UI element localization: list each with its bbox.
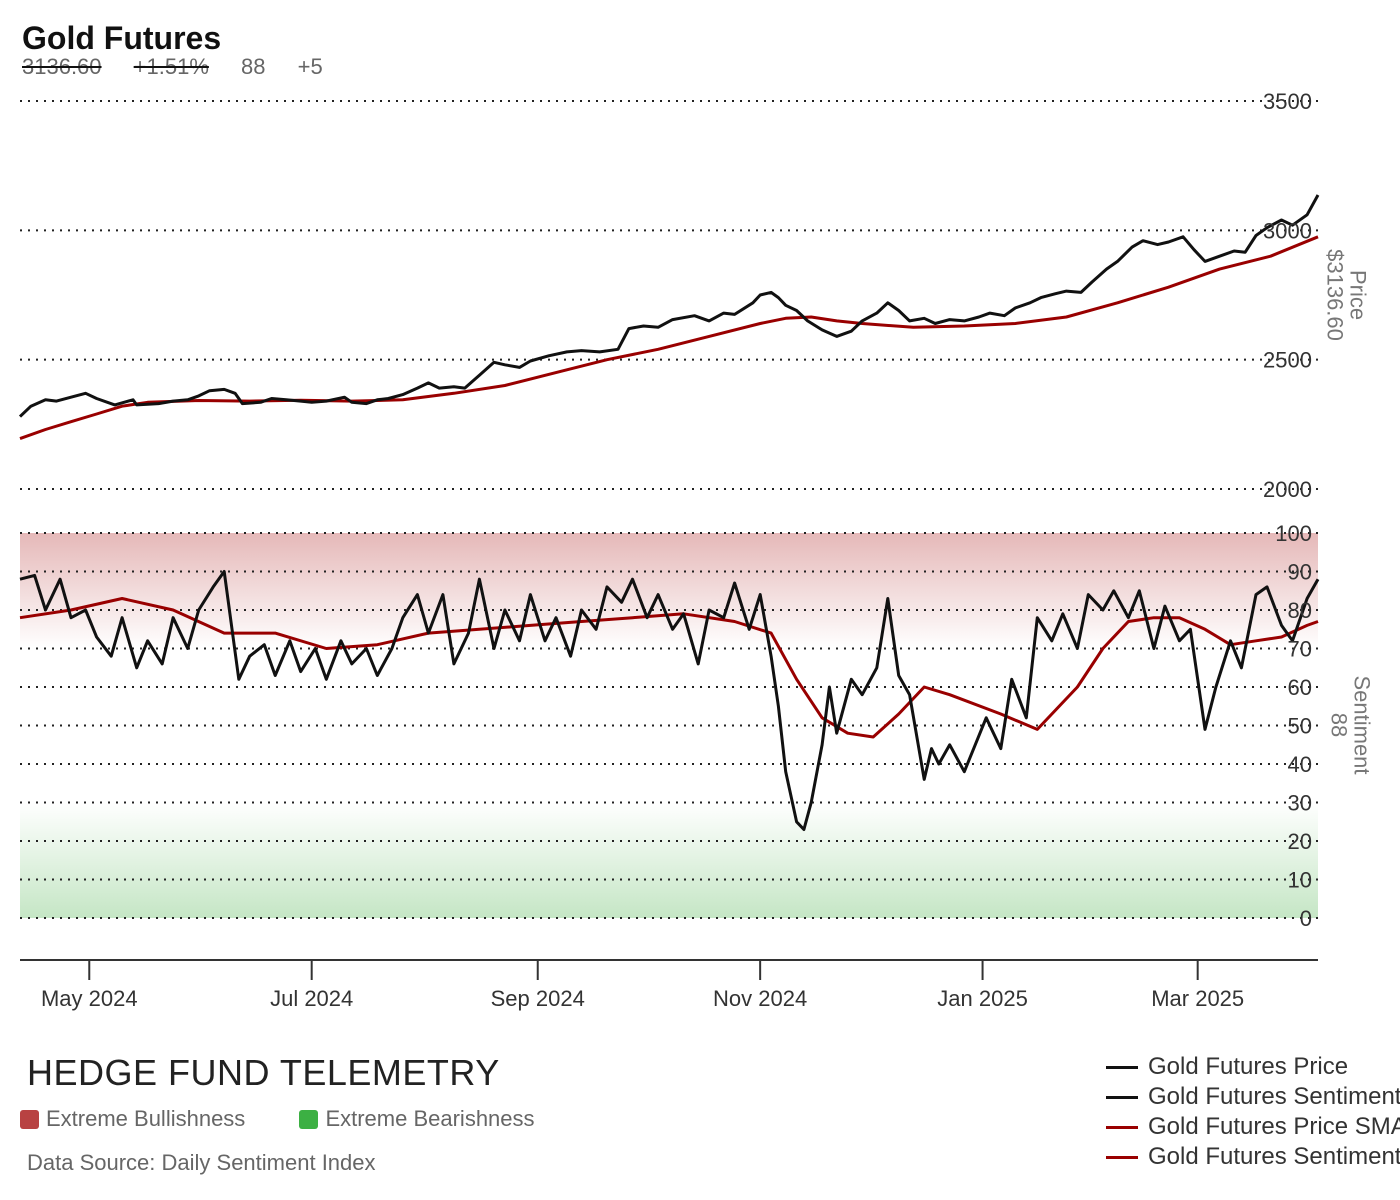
bullish-swatch [20, 1109, 39, 1129]
legend-label: Gold Futures Sentiment [1148, 1083, 1400, 1110]
band-bearish [20, 802, 1318, 918]
y-tick-label: 10 [1288, 868, 1312, 893]
y-tick-label: 20 [1288, 829, 1312, 854]
x-tick-label: Jan 2025 [937, 986, 1028, 1011]
legend-item[interactable]: Gold Futures Price SMA [1106, 1112, 1400, 1142]
band-legend-bearish: Extreme Bearishness [299, 1106, 535, 1132]
y-tick-label: 0 [1300, 906, 1312, 931]
y-tick-label: 50 [1288, 714, 1312, 739]
legend-line-icon [1106, 1155, 1138, 1159]
x-tick-label: Jul 2024 [270, 986, 353, 1011]
y-tick-label: 70 [1288, 637, 1312, 662]
y-tick-label: 100 [1275, 521, 1312, 546]
legend-label: Gold Futures Sentiment SMA [1148, 1143, 1400, 1170]
legend-item[interactable]: Gold Futures Sentiment SMA [1106, 1142, 1400, 1172]
price-change: +1.51% [133, 54, 209, 79]
x-tick-label: Nov 2024 [713, 986, 807, 1011]
legend-label: Gold Futures Price [1148, 1053, 1349, 1080]
bearish-swatch [299, 1109, 319, 1129]
legend-item[interactable]: Gold Futures Sentiment [1106, 1082, 1400, 1112]
band-legend-bullish: Extreme Bullishness [20, 1106, 245, 1132]
band-legend: Extreme Bullishness Extreme Bearishness [20, 1106, 583, 1135]
y-axis-label: Sentiment88 [1326, 675, 1374, 774]
legend-line-icon [1106, 1125, 1138, 1129]
band-legend-bearish-label: Extreme Bearishness [325, 1106, 535, 1131]
y-tick-label: 60 [1288, 675, 1312, 700]
y-tick-label: 3000 [1263, 218, 1312, 243]
brand-name: HEDGE FUND TELEMETRY [27, 1052, 500, 1093]
series-legend: Gold Futures Price Gold Futures Sentiment… [1106, 1052, 1400, 1172]
legend-item[interactable]: Gold Futures Price [1106, 1052, 1400, 1082]
x-tick-label: Mar 2025 [1151, 986, 1244, 1011]
y-tick-label: 30 [1288, 791, 1312, 816]
series-line-gold-futures-price [18, 194, 1320, 418]
series-line-gold-futures-sentiment [19, 570, 1320, 831]
quote-summary: 3136.60 +1.51% 88 +5 [22, 54, 349, 80]
sentiment-change: +5 [297, 54, 323, 79]
legend-line-icon [1106, 1065, 1138, 1069]
y-tick-label: 90 [1288, 560, 1312, 585]
data-source: Data Source: Daily Sentiment Index [27, 1150, 376, 1175]
legend-label: Gold Futures Price SMA [1148, 1113, 1400, 1140]
price-value: 3136.60 [22, 54, 102, 79]
y-axis-label: Price$3136.60 [1322, 249, 1370, 341]
x-tick-label: Sep 2024 [491, 986, 585, 1011]
chart-canvas: 2000 2500 3000 3500 Price$3136.60 0 10 20 30 40 50… [18, 89, 1374, 1011]
band-bullish [20, 533, 1318, 649]
chart-title: Gold Futures [22, 20, 222, 56]
sentiment-value: 88 [241, 54, 266, 79]
y-tick-label: 80 [1288, 598, 1312, 623]
band-legend-bullish-label: Extreme Bullishness [46, 1106, 246, 1131]
y-tick-label: 40 [1288, 752, 1312, 777]
y-tick-label: 2500 [1263, 348, 1312, 373]
y-tick-label: 3500 [1263, 89, 1312, 114]
series-line-gold-futures-price-sma [19, 235, 1319, 441]
legend-line-icon [1106, 1095, 1138, 1099]
y-tick-label: 2000 [1263, 477, 1312, 502]
x-tick-label: May 2024 [41, 986, 138, 1011]
